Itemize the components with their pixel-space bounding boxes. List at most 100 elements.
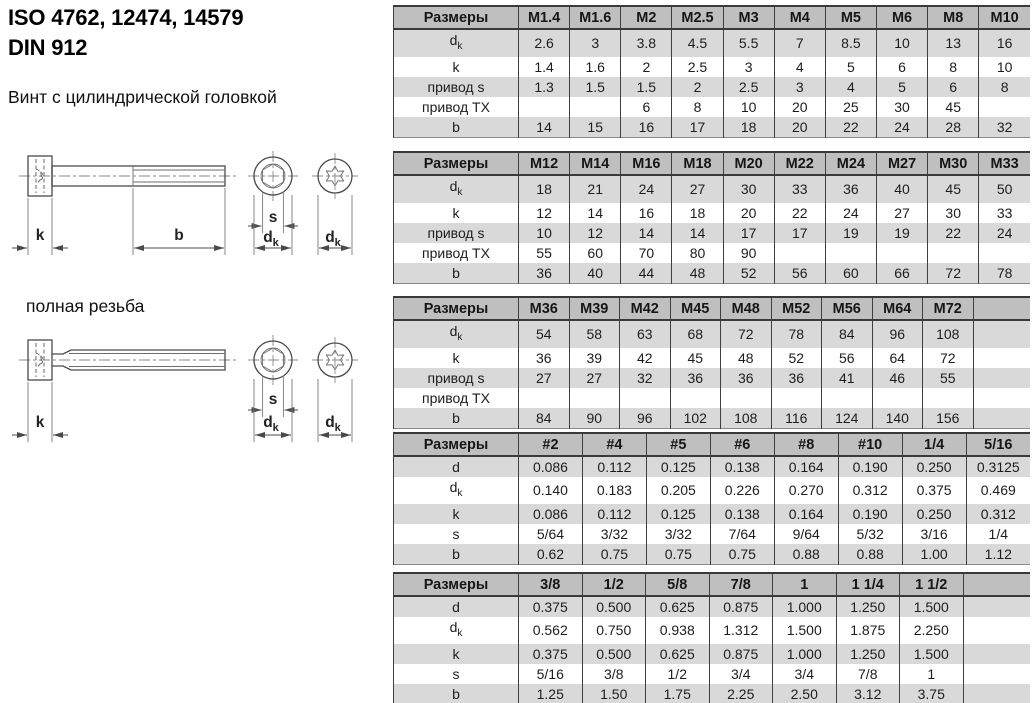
torx-socket-end-view	[312, 153, 358, 255]
blank-cell	[962, 596, 1030, 617]
dimension-row: b 14 15 16 17 18 20 22 24 28 32	[393, 116, 1030, 138]
dimension-row: привод TX 6 8 10 20 25 30 45	[393, 96, 1030, 117]
value-cell: 33	[773, 175, 826, 203]
size-column-header: M1.4	[517, 5, 570, 30]
value-cell: 33	[978, 202, 1030, 223]
value-cell: 2	[671, 76, 724, 97]
value-cell: 17	[722, 222, 775, 243]
value-cell: 56	[821, 347, 872, 368]
blank-cell	[962, 683, 1030, 703]
left-panel: ISO 4762, 12474, 14579 DIN 912 Винт с ци…	[0, 0, 393, 703]
value-cell: 68	[669, 320, 721, 348]
value-cell	[568, 387, 620, 408]
value-cell: 78	[770, 320, 822, 348]
size-column-header: M8	[927, 5, 979, 30]
value-cell: 0.140	[518, 477, 583, 504]
dim-label-k: k	[35, 227, 45, 244]
value-cell: 1.25	[518, 683, 582, 703]
row-label: b	[393, 262, 519, 284]
dimensions-table: Размеры #2 #4 #5 #6 #8 #10 1/4 5/16 d 0.086 0.112 0.…	[393, 432, 1030, 565]
value-cell: 0.112	[581, 456, 647, 477]
size-column-header: M72	[922, 296, 973, 321]
value-cell: 55	[922, 367, 973, 388]
value-cell: 0.88	[773, 543, 839, 565]
value-cell: 3/16	[901, 523, 967, 544]
value-cell	[569, 96, 621, 117]
dimension-row: привод s 1.3 1.5 1.5 2 2.5 3 4 5 6 8	[393, 76, 1030, 97]
value-cell: 3	[569, 29, 621, 57]
value-cell: 60	[569, 242, 621, 263]
value-cell: 0.270	[773, 477, 839, 504]
row-label: k	[393, 347, 519, 368]
value-cell: 8	[671, 96, 724, 117]
dim-label-k: k	[35, 414, 45, 431]
value-cell	[978, 96, 1030, 117]
value-cell: 80	[671, 242, 724, 263]
value-cell: 19	[875, 222, 928, 243]
value-cell: 39	[568, 347, 620, 368]
size-column-header: #5	[645, 432, 711, 457]
value-cell: 1.5	[569, 76, 621, 97]
dimension-row: привод s 27 27 32 36 36 36 41 46 55	[393, 367, 1030, 388]
value-cell: 64	[871, 347, 923, 368]
size-column-header: M3	[722, 5, 775, 30]
value-cell: 0.88	[837, 543, 903, 565]
dimension-row: dk 18 21 24 27 30 33 36 40 45 50	[393, 175, 1030, 203]
dimension-row: k 1.4 1.6 2 2.5 3 4 5 6 8 10	[393, 56, 1030, 77]
header-row: Размеры M36 M39 M42 M45 M48 M52 M56 M64 M72	[393, 296, 1030, 321]
value-cell: 36	[720, 367, 771, 388]
value-cell: 45	[927, 175, 979, 203]
standards-title: ISO 4762, 12474, 14579	[8, 5, 244, 30]
value-cell: 96	[619, 407, 670, 429]
value-cell: 24	[824, 202, 877, 223]
value-cell: 5.5	[722, 29, 775, 57]
value-cell: 22	[927, 222, 979, 243]
value-cell: 1/2	[645, 663, 709, 684]
value-cell: 90	[568, 407, 620, 429]
value-cell: 27	[518, 367, 569, 388]
value-cell: 1.3	[517, 76, 570, 97]
value-cell	[773, 242, 826, 263]
screw-side-view	[19, 339, 238, 381]
value-cell: 20	[722, 202, 775, 223]
header-row: Размеры M1.4 M1.6 M2 M2.5 M3 M4 M5 M6 M8 M10	[393, 5, 1030, 30]
value-cell: 36	[770, 367, 822, 388]
value-cell: 0.190	[837, 456, 903, 477]
value-cell: 54	[518, 320, 569, 348]
value-cell: 0.625	[645, 596, 709, 617]
size-column-header: 5/16	[965, 432, 1030, 457]
dimension-row: dk 2.6 3 3.8 4.5 5.5 7 8.5 10 13 16	[393, 29, 1030, 57]
value-cell: 0.226	[709, 477, 775, 504]
dimensions-table: Размеры M12 M14 M16 M18 M20 M22 M24 M27 M30 M33 dk 1…	[393, 151, 1030, 284]
dimension-row: b 36 40 44 48 52 56 60 66 72 78	[393, 262, 1030, 284]
dim-label-b: b	[174, 227, 184, 244]
value-cell: 66	[875, 262, 928, 284]
value-cell: 13	[927, 29, 979, 57]
screw-drawing-partial-thread	[12, 151, 358, 255]
size-column-header: M12	[517, 151, 570, 176]
size-column-header: M6	[875, 5, 928, 30]
value-cell: 27	[671, 175, 724, 203]
value-cell: 0.375	[518, 643, 582, 664]
value-cell: 0.138	[709, 456, 775, 477]
dimension-row: b 1.25 1.50 1.75 2.25 2.50 3.12 3.75	[393, 683, 1030, 703]
value-cell: 25	[824, 96, 877, 117]
screw-shank	[52, 349, 226, 371]
size-column-header: M2.5	[671, 5, 724, 30]
dimension-row: dk 54 58 63 68 72 78 84 96 108	[393, 320, 1030, 348]
size-column-header: M48	[720, 296, 771, 321]
value-cell: 0.375	[518, 596, 582, 617]
sizes-corner-header: Размеры	[393, 572, 519, 597]
size-column-header: #8	[773, 432, 839, 457]
value-cell: 32	[619, 367, 670, 388]
value-cell: 0.183	[581, 477, 647, 504]
value-cell: 84	[821, 320, 872, 348]
value-cell: 44	[620, 262, 672, 284]
value-cell: 0.164	[773, 503, 839, 524]
value-cell: 2.5	[671, 56, 724, 77]
row-label: привод s	[393, 222, 519, 243]
dimension-row: d 0.086 0.112 0.125 0.138 0.164 0.190 0.250 0.31…	[393, 456, 1030, 477]
value-cell: 30	[927, 202, 979, 223]
value-cell: 7	[773, 29, 826, 57]
size-column-header: 1/2	[581, 572, 646, 597]
